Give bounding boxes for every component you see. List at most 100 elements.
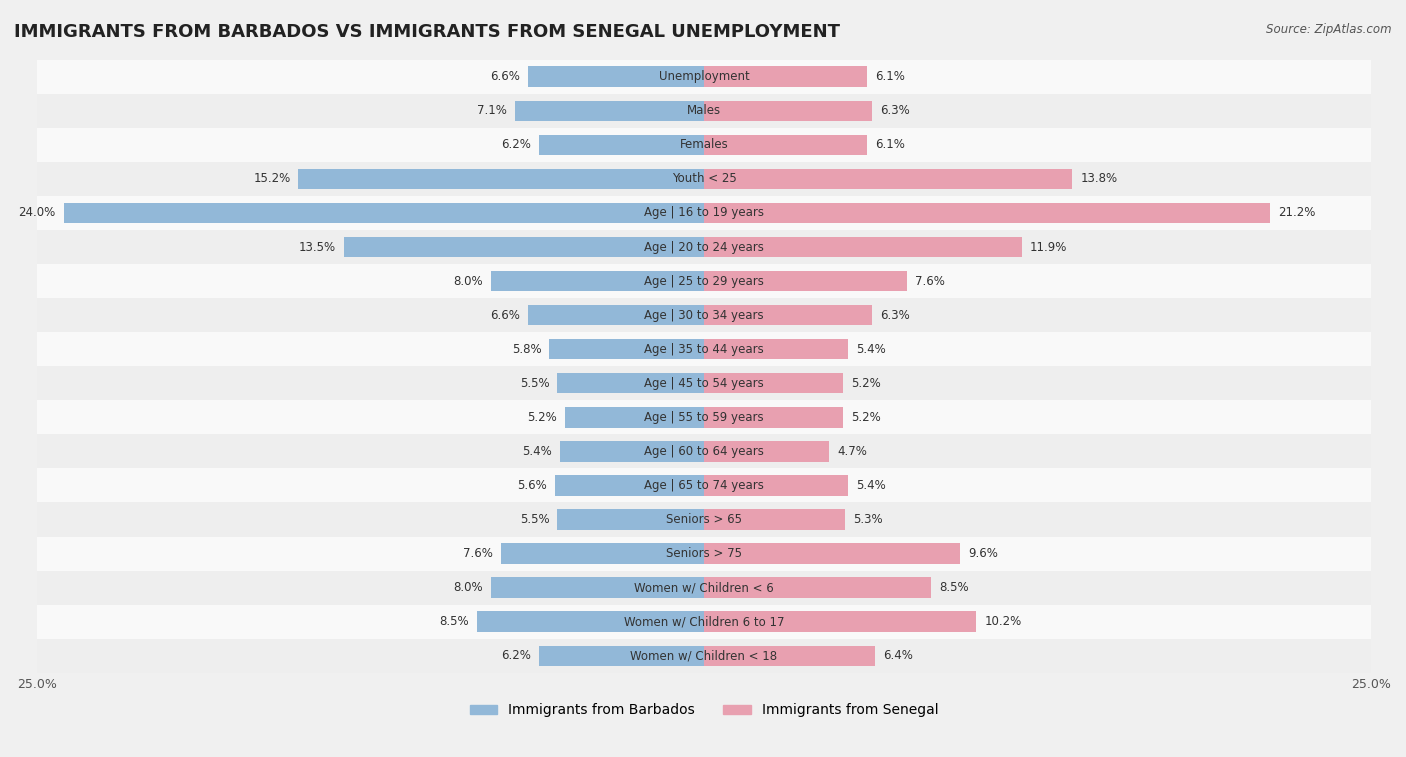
Text: Women w/ Children < 18: Women w/ Children < 18 — [630, 650, 778, 662]
Text: 5.4%: 5.4% — [856, 479, 886, 492]
Bar — [538, 135, 704, 155]
Bar — [37, 128, 1371, 162]
Bar — [527, 305, 704, 326]
Bar — [37, 503, 1371, 537]
Bar — [298, 169, 704, 189]
Text: 5.2%: 5.2% — [851, 377, 880, 390]
Bar — [560, 441, 704, 462]
Bar — [37, 264, 1371, 298]
Bar — [37, 366, 1371, 400]
Bar — [704, 203, 1270, 223]
Text: 5.4%: 5.4% — [522, 445, 553, 458]
Bar — [63, 203, 704, 223]
Bar — [37, 537, 1371, 571]
Bar — [37, 639, 1371, 673]
Bar — [491, 578, 704, 598]
Text: 25.0%: 25.0% — [17, 678, 56, 691]
Bar — [704, 237, 1022, 257]
Bar — [557, 509, 704, 530]
Bar — [565, 407, 704, 428]
Text: Females: Females — [679, 139, 728, 151]
Text: 8.5%: 8.5% — [939, 581, 969, 594]
Bar — [37, 571, 1371, 605]
Text: 21.2%: 21.2% — [1278, 207, 1315, 220]
Bar — [704, 407, 842, 428]
Text: 7.1%: 7.1% — [477, 104, 506, 117]
Text: 4.7%: 4.7% — [838, 445, 868, 458]
Text: Age | 25 to 29 years: Age | 25 to 29 years — [644, 275, 763, 288]
Text: 5.2%: 5.2% — [527, 411, 557, 424]
Bar — [704, 101, 872, 121]
Text: Source: ZipAtlas.com: Source: ZipAtlas.com — [1267, 23, 1392, 36]
Bar — [550, 339, 704, 360]
Text: 7.6%: 7.6% — [464, 547, 494, 560]
Bar — [704, 67, 866, 87]
Text: 5.8%: 5.8% — [512, 343, 541, 356]
Text: Age | 35 to 44 years: Age | 35 to 44 years — [644, 343, 763, 356]
Text: 11.9%: 11.9% — [1029, 241, 1067, 254]
Bar — [704, 578, 931, 598]
Text: 6.1%: 6.1% — [875, 139, 904, 151]
Bar — [477, 612, 704, 632]
Text: 6.1%: 6.1% — [875, 70, 904, 83]
Bar — [37, 298, 1371, 332]
Text: 9.6%: 9.6% — [969, 547, 998, 560]
Text: Women w/ Children < 6: Women w/ Children < 6 — [634, 581, 773, 594]
Text: Age | 65 to 74 years: Age | 65 to 74 years — [644, 479, 763, 492]
Text: 10.2%: 10.2% — [984, 615, 1021, 628]
Text: 6.4%: 6.4% — [883, 650, 912, 662]
Bar — [704, 646, 875, 666]
Bar — [37, 469, 1371, 503]
Text: 13.5%: 13.5% — [298, 241, 336, 254]
Bar — [704, 544, 960, 564]
Text: Age | 60 to 64 years: Age | 60 to 64 years — [644, 445, 763, 458]
Text: 6.6%: 6.6% — [491, 309, 520, 322]
Text: 8.5%: 8.5% — [440, 615, 470, 628]
Text: Age | 16 to 19 years: Age | 16 to 19 years — [644, 207, 763, 220]
Text: 6.2%: 6.2% — [501, 650, 530, 662]
Text: 7.6%: 7.6% — [915, 275, 945, 288]
Bar — [704, 612, 976, 632]
Text: Males: Males — [688, 104, 721, 117]
Bar — [527, 67, 704, 87]
Bar — [37, 230, 1371, 264]
Bar — [704, 475, 848, 496]
Bar — [704, 509, 845, 530]
Bar — [37, 196, 1371, 230]
Text: Seniors > 75: Seniors > 75 — [666, 547, 742, 560]
Text: 25.0%: 25.0% — [1351, 678, 1391, 691]
Bar — [704, 135, 866, 155]
Bar — [344, 237, 704, 257]
Text: Women w/ Children 6 to 17: Women w/ Children 6 to 17 — [624, 615, 785, 628]
Text: Age | 45 to 54 years: Age | 45 to 54 years — [644, 377, 763, 390]
Bar — [37, 94, 1371, 128]
Text: Seniors > 65: Seniors > 65 — [666, 513, 742, 526]
Text: IMMIGRANTS FROM BARBADOS VS IMMIGRANTS FROM SENEGAL UNEMPLOYMENT: IMMIGRANTS FROM BARBADOS VS IMMIGRANTS F… — [14, 23, 839, 41]
Text: 13.8%: 13.8% — [1080, 173, 1118, 185]
Bar — [515, 101, 704, 121]
Text: Age | 20 to 24 years: Age | 20 to 24 years — [644, 241, 763, 254]
Bar — [491, 271, 704, 291]
Text: 15.2%: 15.2% — [253, 173, 291, 185]
Text: Youth < 25: Youth < 25 — [672, 173, 737, 185]
Text: 8.0%: 8.0% — [453, 581, 482, 594]
Text: 8.0%: 8.0% — [453, 275, 482, 288]
Bar — [37, 605, 1371, 639]
Text: Age | 55 to 59 years: Age | 55 to 59 years — [644, 411, 763, 424]
Text: 24.0%: 24.0% — [18, 207, 56, 220]
Bar — [538, 646, 704, 666]
Text: 5.3%: 5.3% — [853, 513, 883, 526]
Bar — [37, 60, 1371, 94]
Text: 5.6%: 5.6% — [517, 479, 547, 492]
Bar — [704, 339, 848, 360]
Bar — [554, 475, 704, 496]
Bar — [704, 305, 872, 326]
Text: Age | 30 to 34 years: Age | 30 to 34 years — [644, 309, 763, 322]
Bar — [502, 544, 704, 564]
Text: 6.3%: 6.3% — [880, 104, 910, 117]
Text: Unemployment: Unemployment — [658, 70, 749, 83]
Text: 5.4%: 5.4% — [856, 343, 886, 356]
Bar — [704, 441, 830, 462]
Bar — [704, 373, 842, 394]
Bar — [37, 332, 1371, 366]
